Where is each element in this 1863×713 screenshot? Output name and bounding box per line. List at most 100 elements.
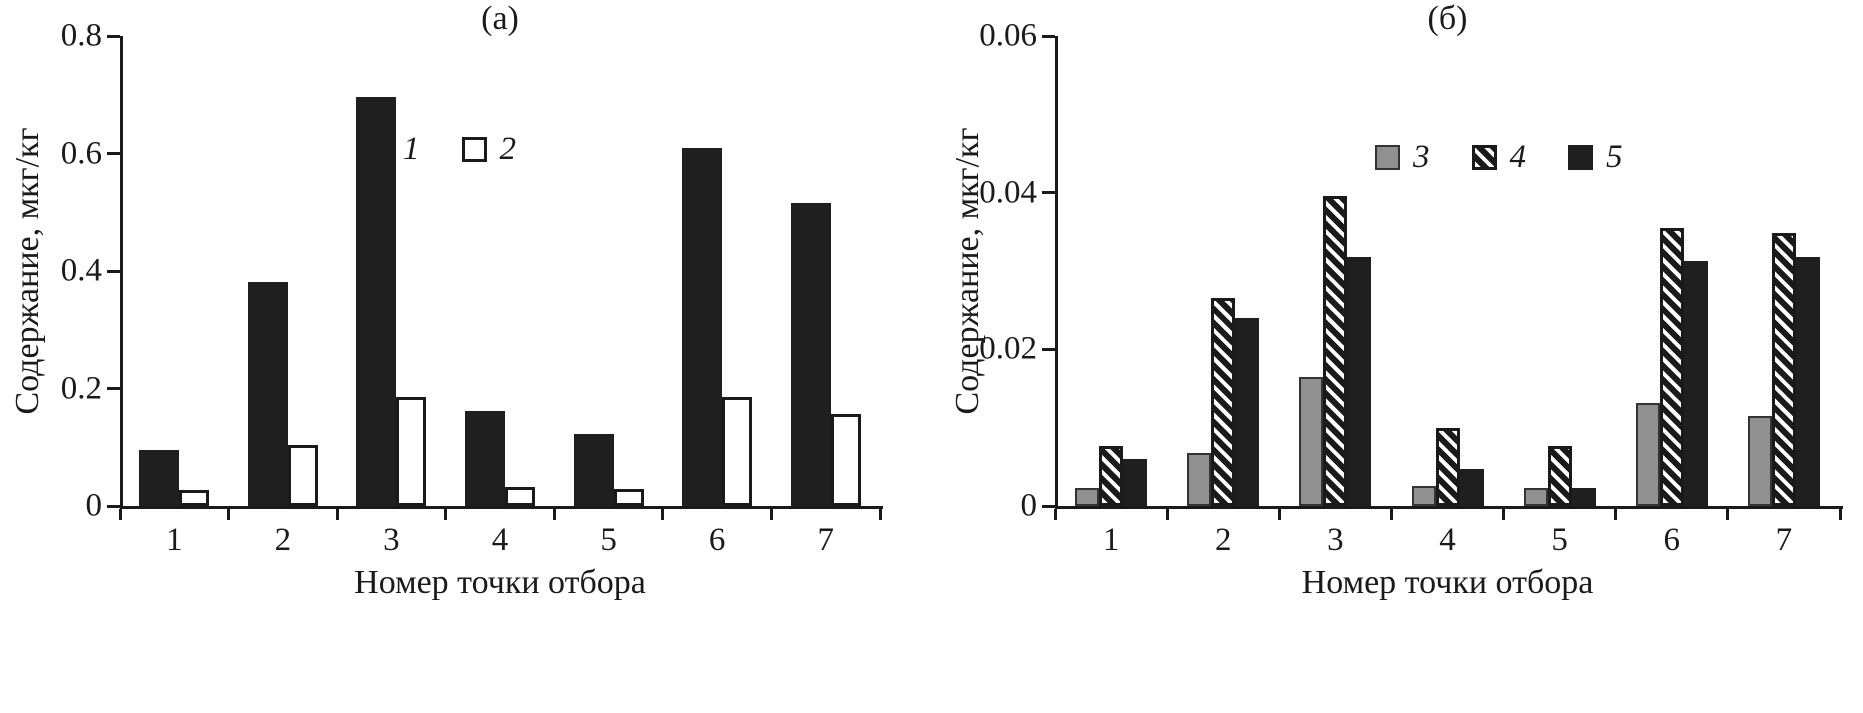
- bar-series-1-point-6: [682, 147, 723, 506]
- x-tick-label: 2: [1214, 522, 1232, 558]
- x-axis-label: Номер точки отбора: [1301, 564, 1594, 601]
- x-tick: [444, 509, 448, 520]
- x-tick: [1614, 509, 1618, 520]
- bar-series-3-point-3: [1299, 376, 1324, 506]
- y-tick: [107, 34, 120, 38]
- y-tick: [107, 387, 120, 390]
- bar-series-3-point-1: [1075, 487, 1100, 506]
- x-tick-label: 7: [817, 522, 834, 558]
- bar-series-3-point-5: [1523, 487, 1548, 506]
- legend-label: 5: [1606, 139, 1623, 175]
- bar-series-4-point-6: [1659, 227, 1684, 506]
- x-tick-label: 4: [1439, 522, 1456, 558]
- x-tick-label: 5: [1551, 522, 1568, 558]
- bar-series-5-point-1: [1123, 459, 1148, 506]
- bar-series-1-point-3: [356, 97, 397, 506]
- y-axis-label: Содержание, мкг/кг: [949, 127, 986, 415]
- x-tick-label: 5: [600, 522, 617, 558]
- x-tick-label: 3: [1327, 522, 1344, 558]
- x-tick-label: 6: [1663, 522, 1681, 558]
- x-tick-label: 6: [708, 522, 726, 558]
- y-tick-label: 0.2: [60, 370, 102, 406]
- panel-label: (а): [481, 0, 519, 37]
- y-tick: [1042, 347, 1055, 351]
- bar-series-5-point-6: [1683, 260, 1708, 506]
- bar-series-4-point-4: [1435, 427, 1460, 506]
- legend-label: 3: [1413, 139, 1430, 175]
- legend-item: 5: [1568, 139, 1623, 176]
- chart-panel-b: (б) Содержание, мкг/кг Номер точки отбора 0…: [930, 0, 1863, 713]
- x-tick-label: 2: [274, 522, 292, 558]
- bar-series-2-point-7: [830, 414, 861, 506]
- x-tick: [1838, 509, 1842, 520]
- plot-area: [1055, 36, 1843, 509]
- x-tick: [1277, 509, 1281, 520]
- bar-series-3-point-2: [1187, 452, 1212, 506]
- bar-series-2-point-5: [613, 488, 644, 506]
- y-tick: [1042, 191, 1055, 195]
- x-tick-label: 1: [1102, 522, 1120, 558]
- y-tick-label: 0.02: [979, 330, 1037, 367]
- panel-label: (б): [1427, 0, 1468, 37]
- chart-panel-a: (а) Содержание, мкг/кг Номер точки отбора 0…: [0, 0, 930, 713]
- bar-series-4-point-2: [1211, 298, 1236, 506]
- bar-series-4-point-1: [1099, 446, 1124, 506]
- x-tick: [1726, 509, 1730, 520]
- bar-series-5-point-4: [1459, 469, 1484, 506]
- bar-series-1-point-4: [465, 410, 505, 506]
- y-tick-label: 0.04: [979, 174, 1037, 211]
- y-tick: [1042, 34, 1055, 38]
- y-tick-label: 0.8: [60, 17, 102, 54]
- y-tick-label: 0.4: [60, 252, 102, 289]
- legend-swatch-series-3: [1375, 145, 1400, 170]
- x-tick: [552, 509, 556, 520]
- bar-series-4-point-7: [1771, 232, 1796, 506]
- legend-item: 2: [461, 131, 517, 168]
- bar-series-2-point-3: [396, 396, 427, 506]
- x-tick: [227, 509, 231, 520]
- x-axis-label: Номер точки отбора: [354, 564, 646, 601]
- legend-item: 3: [1375, 139, 1430, 176]
- x-tick: [661, 509, 665, 520]
- bar-series-2-point-2: [287, 444, 318, 506]
- y-tick-label: 0: [85, 487, 103, 524]
- bar-series-1-point-7: [790, 202, 831, 506]
- legend-swatch-series-5: [1568, 145, 1593, 170]
- x-tick-label: 3: [383, 522, 400, 558]
- y-tick: [107, 504, 120, 508]
- legend-label: 4: [1509, 139, 1527, 175]
- x-tick: [1165, 509, 1169, 520]
- legend-label: 2: [499, 131, 517, 167]
- legend-swatch-series-1: [365, 137, 390, 162]
- legend-item: 4: [1471, 139, 1527, 176]
- x-tick-label: 1: [166, 522, 183, 558]
- x-tick: [878, 509, 882, 520]
- y-tick: [107, 152, 120, 155]
- y-tick: [107, 269, 120, 273]
- bar-series-5-point-5: [1571, 487, 1596, 506]
- legend-swatch-series-4: [1471, 145, 1497, 170]
- x-tick: [1053, 509, 1057, 520]
- x-tick: [118, 509, 122, 520]
- bar-series-2-point-6: [722, 396, 753, 506]
- bar-series-1-point-5: [573, 433, 614, 506]
- y-tick-label: 0.06: [979, 17, 1037, 54]
- x-tick: [1389, 509, 1393, 520]
- x-tick: [1502, 509, 1506, 520]
- legend-item: 1: [365, 131, 420, 168]
- y-tick-label: 0.6: [60, 135, 102, 171]
- legend-swatch-series-2: [461, 137, 487, 162]
- bar-series-1-point-1: [139, 449, 180, 506]
- bar-series-3-point-6: [1635, 403, 1660, 506]
- bar-series-2-point-1: [179, 490, 210, 506]
- legend: 3 4 5: [1375, 139, 1623, 176]
- bar-series-3-point-4: [1411, 485, 1436, 506]
- legend-label: 1: [403, 131, 420, 167]
- y-tick-label: 0: [1020, 487, 1038, 524]
- x-tick: [335, 509, 339, 520]
- x-tick: [769, 509, 773, 520]
- y-tick: [1042, 504, 1055, 508]
- bar-series-5-point-2: [1235, 318, 1260, 506]
